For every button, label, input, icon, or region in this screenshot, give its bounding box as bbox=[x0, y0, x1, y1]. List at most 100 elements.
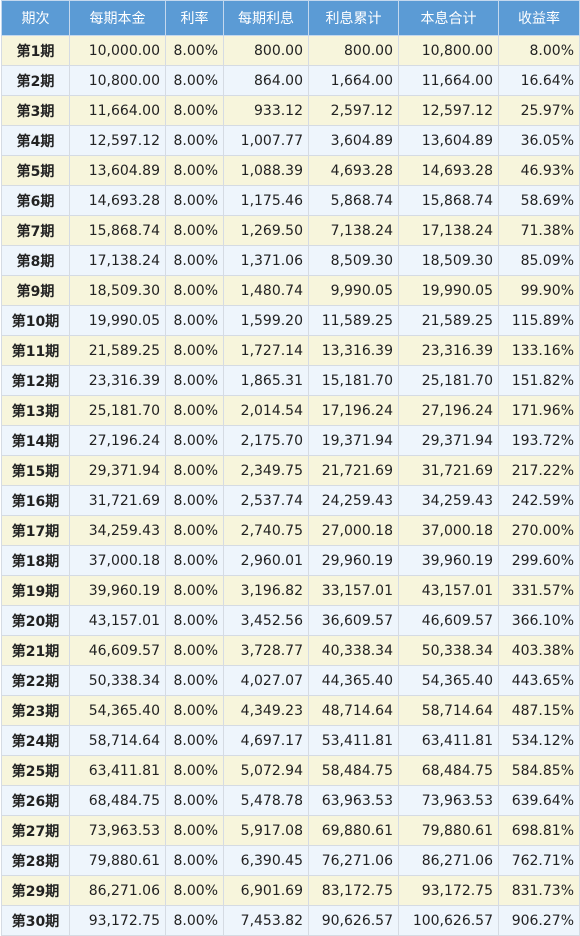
table-row: 第19期 39,960.19 8.00% 3,196.82 33,157.01 43,15… bbox=[1, 575, 580, 606]
principal-cell: 12,597.12 bbox=[69, 125, 166, 156]
yield-cell: 115.89% bbox=[498, 305, 580, 336]
interest-cell: 864.00 bbox=[223, 65, 309, 96]
principal-cell: 25,181.70 bbox=[69, 395, 166, 426]
total-cell: 58,714.64 bbox=[398, 695, 499, 726]
yield-cell: 906.27% bbox=[498, 905, 580, 936]
cumulative-interest-cell: 58,484.75 bbox=[308, 755, 399, 786]
cumulative-interest-cell: 800.00 bbox=[308, 35, 399, 66]
period-cell: 第6期 bbox=[1, 185, 70, 216]
table-row: 第30期 93,172.75 8.00% 7,453.82 90,626.57 100,6… bbox=[1, 905, 580, 936]
cumulative-interest-cell: 17,196.24 bbox=[308, 395, 399, 426]
table-row: 第7期 15,868.74 8.00% 1,269.50 7,138.24 17,138.… bbox=[1, 215, 580, 246]
total-cell: 25,181.70 bbox=[398, 365, 499, 396]
table-row: 第25期 63,411.81 8.00% 5,072.94 58,484.75 68,48… bbox=[1, 755, 580, 786]
period-cell: 第30期 bbox=[1, 905, 70, 936]
table-row: 第9期 18,509.30 8.00% 1,480.74 9,990.05 19,990.… bbox=[1, 275, 580, 306]
total-cell: 12,597.12 bbox=[398, 95, 499, 126]
period-cell: 第10期 bbox=[1, 305, 70, 336]
total-cell: 37,000.18 bbox=[398, 515, 499, 546]
rate-cell: 8.00% bbox=[165, 215, 224, 246]
period-cell: 第28期 bbox=[1, 845, 70, 876]
interest-cell: 6,390.45 bbox=[223, 845, 309, 876]
principal-cell: 46,609.57 bbox=[69, 635, 166, 666]
period-cell: 第18期 bbox=[1, 545, 70, 576]
yield-cell: 487.15% bbox=[498, 695, 580, 726]
table-row: 第17期 34,259.43 8.00% 2,740.75 27,000.18 37,00… bbox=[1, 515, 580, 546]
total-cell: 54,365.40 bbox=[398, 665, 499, 696]
rate-cell: 8.00% bbox=[165, 95, 224, 126]
header-cumulative-interest: 利息累计 bbox=[308, 0, 399, 36]
table-row: 第29期 86,271.06 8.00% 6,901.69 83,172.75 93,17… bbox=[1, 875, 580, 906]
interest-cell: 5,478.78 bbox=[223, 785, 309, 816]
total-cell: 34,259.43 bbox=[398, 485, 499, 516]
total-cell: 13,604.89 bbox=[398, 125, 499, 156]
cumulative-interest-cell: 24,259.43 bbox=[308, 485, 399, 516]
rate-cell: 8.00% bbox=[165, 725, 224, 756]
rate-cell: 8.00% bbox=[165, 305, 224, 336]
total-cell: 46,609.57 bbox=[398, 605, 499, 636]
table-row: 第20期 43,157.01 8.00% 3,452.56 36,609.57 46,60… bbox=[1, 605, 580, 636]
header-total: 本息合计 bbox=[398, 0, 499, 36]
total-cell: 39,960.19 bbox=[398, 545, 499, 576]
table-row: 第18期 37,000.18 8.00% 2,960.01 29,960.19 39,96… bbox=[1, 545, 580, 576]
period-cell: 第3期 bbox=[1, 95, 70, 126]
table-row: 第12期 23,316.39 8.00% 1,865.31 15,181.70 25,18… bbox=[1, 365, 580, 396]
period-cell: 第24期 bbox=[1, 725, 70, 756]
principal-cell: 11,664.00 bbox=[69, 95, 166, 126]
period-cell: 第2期 bbox=[1, 65, 70, 96]
cumulative-interest-cell: 53,411.81 bbox=[308, 725, 399, 756]
yield-cell: 403.38% bbox=[498, 635, 580, 666]
interest-cell: 1,269.50 bbox=[223, 215, 309, 246]
cumulative-interest-cell: 29,960.19 bbox=[308, 545, 399, 576]
period-cell: 第13期 bbox=[1, 395, 70, 426]
principal-cell: 14,693.28 bbox=[69, 185, 166, 216]
cumulative-interest-cell: 76,271.06 bbox=[308, 845, 399, 876]
rate-cell: 8.00% bbox=[165, 785, 224, 816]
interest-cell: 5,917.08 bbox=[223, 815, 309, 846]
cumulative-interest-cell: 8,509.30 bbox=[308, 245, 399, 276]
principal-cell: 17,138.24 bbox=[69, 245, 166, 276]
interest-cell: 933.12 bbox=[223, 95, 309, 126]
cumulative-interest-cell: 69,880.61 bbox=[308, 815, 399, 846]
rate-cell: 8.00% bbox=[165, 65, 224, 96]
yield-cell: 270.00% bbox=[498, 515, 580, 546]
total-cell: 93,172.75 bbox=[398, 875, 499, 906]
principal-cell: 58,714.64 bbox=[69, 725, 166, 756]
rate-cell: 8.00% bbox=[165, 35, 224, 66]
interest-cell: 1,727.14 bbox=[223, 335, 309, 366]
rate-cell: 8.00% bbox=[165, 665, 224, 696]
table-row: 第15期 29,371.94 8.00% 2,349.75 21,721.69 31,72… bbox=[1, 455, 580, 486]
cumulative-interest-cell: 3,604.89 bbox=[308, 125, 399, 156]
total-cell: 50,338.34 bbox=[398, 635, 499, 666]
interest-cell: 800.00 bbox=[223, 35, 309, 66]
total-cell: 27,196.24 bbox=[398, 395, 499, 426]
principal-cell: 37,000.18 bbox=[69, 545, 166, 576]
table-row: 第13期 25,181.70 8.00% 2,014.54 17,196.24 27,19… bbox=[1, 395, 580, 426]
yield-cell: 36.05% bbox=[498, 125, 580, 156]
table-row: 第23期 54,365.40 8.00% 4,349.23 48,714.64 58,71… bbox=[1, 695, 580, 726]
yield-cell: 584.85% bbox=[498, 755, 580, 786]
total-cell: 11,664.00 bbox=[398, 65, 499, 96]
rate-cell: 8.00% bbox=[165, 125, 224, 156]
table-row: 第11期 21,589.25 8.00% 1,727.14 13,316.39 23,31… bbox=[1, 335, 580, 366]
cumulative-interest-cell: 9,990.05 bbox=[308, 275, 399, 306]
table-row: 第4期 12,597.12 8.00% 1,007.77 3,604.89 13,604.… bbox=[1, 125, 580, 156]
yield-cell: 25.97% bbox=[498, 95, 580, 126]
principal-cell: 23,316.39 bbox=[69, 365, 166, 396]
rate-cell: 8.00% bbox=[165, 485, 224, 516]
principal-cell: 10,000.00 bbox=[69, 35, 166, 66]
interest-cell: 5,072.94 bbox=[223, 755, 309, 786]
header-period: 期次 bbox=[1, 0, 70, 36]
rate-cell: 8.00% bbox=[165, 875, 224, 906]
cumulative-interest-cell: 13,316.39 bbox=[308, 335, 399, 366]
principal-cell: 15,868.74 bbox=[69, 215, 166, 246]
cumulative-interest-cell: 15,181.70 bbox=[308, 365, 399, 396]
rate-cell: 8.00% bbox=[165, 245, 224, 276]
principal-cell: 73,963.53 bbox=[69, 815, 166, 846]
table-row: 第24期 58,714.64 8.00% 4,697.17 53,411.81 63,41… bbox=[1, 725, 580, 756]
principal-cell: 21,589.25 bbox=[69, 335, 166, 366]
yield-cell: 242.59% bbox=[498, 485, 580, 516]
principal-cell: 50,338.34 bbox=[69, 665, 166, 696]
principal-cell: 93,172.75 bbox=[69, 905, 166, 936]
